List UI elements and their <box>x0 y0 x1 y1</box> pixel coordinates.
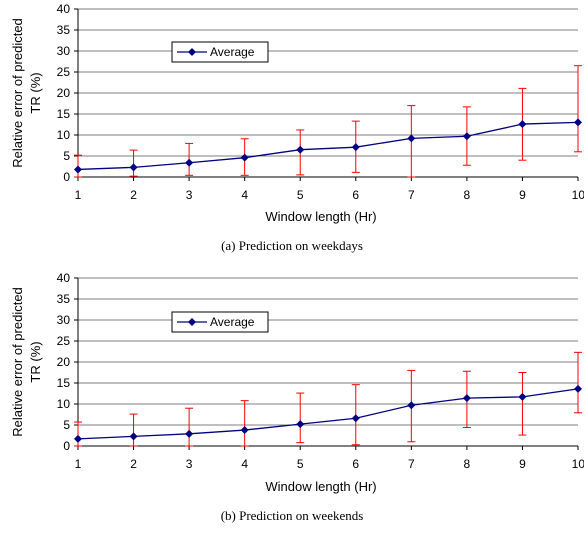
x-tick-label: 1 <box>75 188 82 202</box>
error-bar <box>129 149 138 177</box>
data-point <box>129 432 138 441</box>
y-tick-label: 15 <box>57 376 71 390</box>
x-tick-label: 8 <box>464 188 471 202</box>
x-tick-label: 6 <box>352 188 359 202</box>
data-point <box>240 153 249 162</box>
legend-box <box>171 311 269 333</box>
data-point <box>518 120 527 129</box>
data-point <box>351 414 360 423</box>
y-tick-label: 35 <box>57 292 71 306</box>
y-tick-label: 25 <box>57 334 71 348</box>
y-axis-title-line1: Relative error of predicted <box>10 287 25 437</box>
error-bar <box>574 65 582 153</box>
y-axis-title-line1: Relative error of predicted <box>10 18 25 168</box>
data-point <box>74 165 82 174</box>
y-tick-label: 25 <box>57 65 71 79</box>
data-point <box>296 420 305 429</box>
data-point <box>462 394 471 403</box>
x-tick-label: 2 <box>130 188 137 202</box>
chart-panel-weekends: 0 5 10 15 20 25 30 35 40 1 2 3 4 5 6 7 8 9 10 Average Rel… <box>10 271 584 523</box>
y-tick-label: 5 <box>63 149 70 163</box>
x-tick-label: 10 <box>572 188 584 202</box>
x-tick-labels: 1 2 3 4 5 6 7 8 9 10 <box>75 457 584 471</box>
data-point <box>185 158 194 167</box>
series-average <box>74 384 582 443</box>
data-point <box>296 145 305 154</box>
error-bars <box>74 65 582 178</box>
y-tick-label: 15 <box>57 107 71 121</box>
x-axis-title: Window length (Hr) <box>265 209 376 224</box>
data-point <box>518 392 527 401</box>
y-tick-label: 40 <box>57 271 71 285</box>
x-axis-title: Window length (Hr) <box>265 479 376 494</box>
legend-marker-icon <box>188 318 196 326</box>
axes <box>74 277 579 450</box>
data-point <box>462 132 471 141</box>
data-point <box>351 143 360 152</box>
x-tick-label: 8 <box>464 457 471 471</box>
y-tick-label: 0 <box>63 170 70 184</box>
y-tick-label: 20 <box>57 355 71 369</box>
y-axis-title-line2: TR (%) <box>28 341 43 382</box>
x-tick-label: 5 <box>297 188 304 202</box>
y-tick-label: 40 <box>57 2 71 16</box>
x-tick-label: 10 <box>572 457 584 471</box>
y-tick-label: 30 <box>57 44 71 58</box>
x-tick-label: 4 <box>241 457 248 471</box>
x-tick-label: 5 <box>297 457 304 471</box>
y-tick-label: 10 <box>57 128 71 142</box>
chart-panel-weekdays: 0 5 10 15 20 25 30 35 40 1 2 3 4 5 6 7 8 9 10 Average Rel… <box>10 2 584 253</box>
x-tick-label: 3 <box>186 188 193 202</box>
legend: Average <box>171 41 269 63</box>
error-bar <box>574 351 582 414</box>
error-bars <box>74 351 582 447</box>
y-tick-label: 30 <box>57 313 71 327</box>
data-point <box>185 429 194 438</box>
error-bar <box>518 372 527 436</box>
y-tick-label: 35 <box>57 23 71 37</box>
x-tick-label: 7 <box>408 188 415 202</box>
error-bar <box>129 413 138 447</box>
legend-label: Average <box>210 45 255 59</box>
legend-box <box>171 41 269 63</box>
y-tick-label: 5 <box>63 418 70 432</box>
x-tick-labels: 1 2 3 4 5 6 7 8 9 10 <box>75 188 584 202</box>
y-tick-label: 10 <box>57 397 71 411</box>
series-line <box>77 388 579 440</box>
error-bar <box>185 407 194 447</box>
x-tick-label: 1 <box>75 457 82 471</box>
gridlines <box>78 8 578 157</box>
y-tick-label: 0 <box>63 439 70 453</box>
data-point <box>574 118 582 127</box>
data-point <box>240 426 249 435</box>
data-point <box>407 401 416 410</box>
y-tick-labels: 0 5 10 15 20 25 30 35 40 <box>57 271 71 453</box>
x-tick-label: 7 <box>408 457 415 471</box>
y-tick-labels: 0 5 10 15 20 25 30 35 40 <box>57 2 71 184</box>
x-tick-label: 9 <box>519 457 526 471</box>
x-tick-label: 9 <box>519 188 526 202</box>
legend-marker-icon <box>188 48 196 56</box>
y-tick-label: 20 <box>57 86 71 100</box>
y-axis-title-line2: TR (%) <box>28 72 43 113</box>
chart-caption: (b) Prediction on weekends <box>221 508 364 523</box>
data-point <box>574 384 582 393</box>
x-tick-label: 6 <box>352 457 359 471</box>
series-average <box>74 118 582 174</box>
legend: Average <box>171 311 269 333</box>
legend-label: Average <box>210 315 255 329</box>
x-tick-label: 2 <box>130 457 137 471</box>
gridlines <box>78 277 578 426</box>
error-bar <box>296 392 305 444</box>
chart-caption: (a) Prediction on weekdays <box>221 238 363 253</box>
error-bar <box>240 400 249 447</box>
x-tick-label: 3 <box>186 457 193 471</box>
axes <box>74 8 579 181</box>
series-line <box>77 121 579 171</box>
data-point <box>129 163 138 172</box>
data-point <box>74 434 82 443</box>
x-tick-label: 4 <box>241 188 248 202</box>
data-point <box>407 134 416 143</box>
